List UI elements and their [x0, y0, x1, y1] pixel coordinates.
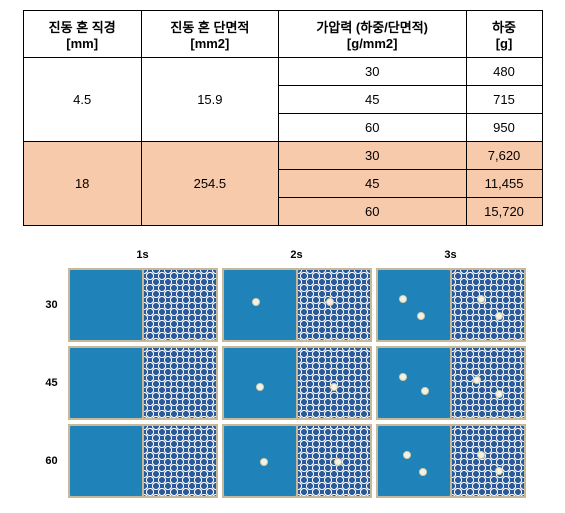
weld-hole	[399, 373, 407, 381]
weld-hole	[477, 295, 485, 303]
header-load-l1: 하중	[492, 20, 516, 35]
cell-load: 7,620	[466, 142, 542, 170]
header-pressure-l1: 가압력 (하중/단면적)	[316, 20, 428, 35]
swatch-pattern	[144, 348, 216, 418]
sample-30-2s	[222, 268, 372, 342]
sample-60-2s	[222, 424, 372, 498]
swatch-plain	[70, 426, 142, 496]
swatch-pattern	[298, 426, 370, 496]
weld-hole	[252, 298, 260, 306]
cell-area-2: 254.5	[141, 142, 278, 226]
cell-load: 950	[466, 114, 542, 142]
row-label-30: 30	[40, 299, 64, 311]
swatch-plain	[224, 348, 296, 418]
weld-hole	[326, 298, 334, 306]
weld-hole	[330, 383, 338, 391]
weld-hole	[495, 390, 503, 398]
row-label-45: 45	[40, 377, 64, 389]
sample-45-3s	[376, 346, 526, 420]
weld-hole	[260, 458, 268, 466]
weld-hole	[421, 387, 429, 395]
sample-60-1s	[68, 424, 218, 498]
swatch-plain	[70, 270, 142, 340]
header-area: 진동 혼 단면적 [mm2]	[141, 11, 278, 58]
col-label-3s: 3s	[376, 249, 526, 261]
swatch-plain	[70, 348, 142, 418]
swatch-pattern	[144, 270, 216, 340]
weld-hole	[417, 312, 425, 320]
col-label-1s: 1s	[68, 249, 218, 261]
swatch-plain	[378, 270, 450, 340]
swatch-pattern	[452, 270, 524, 340]
header-diameter: 진동 혼 직경 [mm]	[23, 11, 141, 58]
swatch-plain	[224, 426, 296, 496]
swatch-pattern	[144, 426, 216, 496]
weld-hole	[403, 451, 411, 459]
header-diameter-l2: [mm]	[66, 36, 98, 51]
header-load: 하중 [g]	[466, 11, 542, 58]
cell-area-1: 15.9	[141, 58, 278, 142]
row-label-60: 60	[40, 455, 64, 467]
cell-pressure: 60	[278, 198, 466, 226]
cell-load: 11,455	[466, 170, 542, 198]
header-pressure: 가압력 (하중/단면적) [g/mm2]	[278, 11, 466, 58]
swatch-plain	[224, 270, 296, 340]
cell-diameter-1: 4.5	[23, 58, 141, 142]
cell-pressure: 60	[278, 114, 466, 142]
cell-load: 15,720	[466, 198, 542, 226]
cell-pressure: 45	[278, 86, 466, 114]
sample-30-1s	[68, 268, 218, 342]
cell-load: 480	[466, 58, 542, 86]
col-label-2s: 2s	[222, 249, 372, 261]
header-pressure-l2: [g/mm2]	[347, 36, 398, 51]
header-load-l2: [g]	[496, 36, 513, 51]
sample-30-3s	[376, 268, 526, 342]
header-area-l2: [mm2]	[190, 36, 229, 51]
header-diameter-l1: 진동 혼 직경	[49, 20, 116, 35]
weld-hole	[495, 467, 503, 475]
sample-45-2s	[222, 346, 372, 420]
weld-hole	[473, 376, 481, 384]
swatch-pattern	[452, 426, 524, 496]
swatch-plain	[378, 426, 450, 496]
table-row: 4.5 15.9 30 480	[23, 58, 542, 86]
header-area-l1: 진동 혼 단면적	[170, 20, 249, 35]
cell-pressure: 30	[278, 58, 466, 86]
sample-60-3s	[376, 424, 526, 498]
cell-pressure: 45	[278, 170, 466, 198]
swatch-pattern	[452, 348, 524, 418]
cell-pressure: 30	[278, 142, 466, 170]
horn-spec-table: 진동 혼 직경 [mm] 진동 혼 단면적 [mm2] 가압력 (하중/단면적)…	[23, 10, 543, 226]
weld-hole	[399, 295, 407, 303]
swatch-plain	[378, 348, 450, 418]
swatch-pattern	[298, 270, 370, 340]
sample-grid: 1s 2s 3s 30 45 60	[10, 246, 555, 498]
weld-hole	[477, 451, 485, 459]
weld-hole	[495, 312, 503, 320]
cell-diameter-2: 18	[23, 142, 141, 226]
sample-45-1s	[68, 346, 218, 420]
weld-hole	[334, 458, 342, 466]
weld-hole	[256, 383, 264, 391]
weld-hole	[419, 468, 427, 476]
table-row: 18 254.5 30 7,620	[23, 142, 542, 170]
cell-load: 715	[466, 86, 542, 114]
swatch-pattern	[298, 348, 370, 418]
